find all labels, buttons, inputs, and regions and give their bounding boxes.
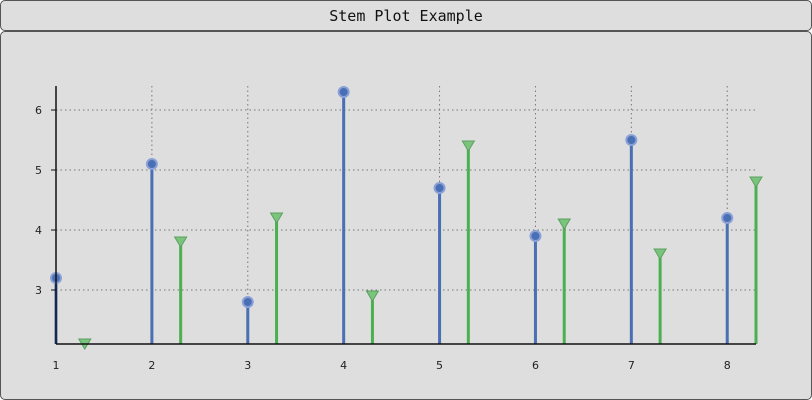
axes xyxy=(51,86,756,345)
x-tick-label: 2 xyxy=(148,359,155,372)
chart-title: Stem Plot Example xyxy=(329,6,483,25)
stem-marker-circle xyxy=(337,86,350,98)
plot-panel xyxy=(0,31,812,400)
stem-marker-circle xyxy=(145,158,158,170)
title-bar: Stem Plot Example xyxy=(0,0,812,31)
stem-marker-triangle xyxy=(557,218,572,230)
y-tick-label: 5 xyxy=(35,164,42,177)
x-tick-label: 6 xyxy=(532,359,539,372)
stem-marker-triangle xyxy=(365,290,380,302)
stem-marker-circle xyxy=(625,134,638,146)
stem-marker-triangle xyxy=(461,140,476,152)
x-tick-label: 5 xyxy=(436,359,443,372)
stem-marker-triangle xyxy=(173,236,188,248)
y-tick-label: 6 xyxy=(35,104,42,117)
grid-lines xyxy=(55,86,756,344)
y-tick-label: 3 xyxy=(35,284,42,297)
stem-marker-circle xyxy=(721,212,734,224)
stem-marker-triangle xyxy=(749,176,763,188)
stem-marker-triangle xyxy=(653,248,667,260)
x-tick-label: 1 xyxy=(53,359,60,372)
x-tick-label: 3 xyxy=(244,359,251,372)
stem-marker-circle xyxy=(241,296,254,308)
x-tick-label: 8 xyxy=(724,359,731,372)
y-tick-label: 4 xyxy=(35,224,42,237)
stems xyxy=(50,86,763,350)
stem-marker-circle xyxy=(433,182,446,194)
tick-labels: 3 4 5 6 1 2 3 4 5 6 7 8 xyxy=(35,104,731,372)
x-tick-label: 4 xyxy=(340,359,347,372)
x-tick-label: 7 xyxy=(628,359,635,372)
stem-marker-triangle xyxy=(269,212,284,224)
stem-marker-circle xyxy=(529,230,542,242)
